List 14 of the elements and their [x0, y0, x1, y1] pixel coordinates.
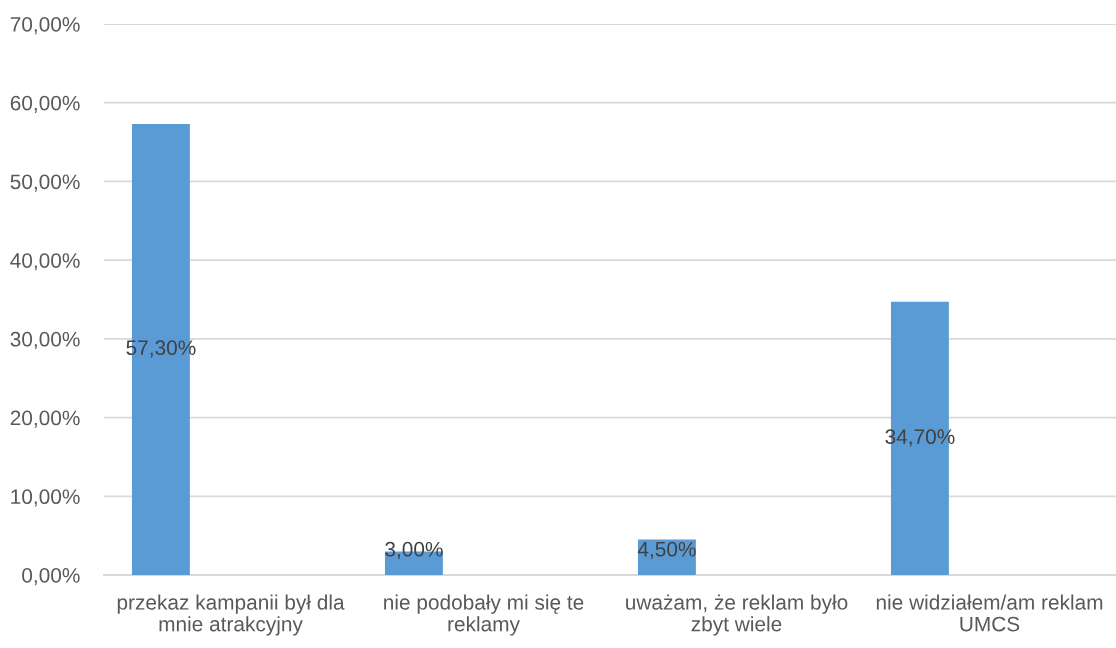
x-tick-label: nie widziałem/am reklam UMCS: [876, 594, 1103, 632]
y-tick-label: 70,00%: [10, 17, 80, 35]
data-label: 3,00%: [385, 541, 443, 560]
x-tick-label: nie podobały mi się te reklamy: [384, 594, 584, 636]
x-tick-label: przekaz kampanii był dla mnie atrakcyjny: [117, 594, 345, 636]
y-tick-label: 50,00%: [10, 174, 80, 192]
y-tick-label: 0,00%: [22, 568, 80, 586]
data-label: 4,50%: [637, 541, 696, 560]
y-tick-label: 10,00%: [11, 489, 80, 507]
y-tick-label: 20,00%: [10, 410, 80, 428]
x-tick-label: uważam, że reklam było zbyt wiele: [626, 594, 848, 636]
y-tick-label: 60,00%: [10, 95, 80, 113]
y-tick-label: 40,00%: [10, 253, 80, 271]
y-tick-label: 30,00%: [10, 331, 80, 350]
